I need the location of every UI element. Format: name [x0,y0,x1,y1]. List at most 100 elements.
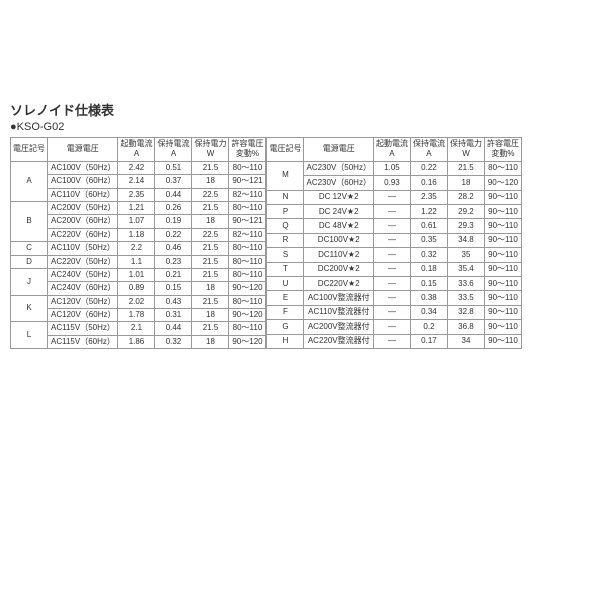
th-voltage: 電源電圧 [304,138,373,162]
cell-code: S [267,248,304,262]
cell-start-current: — [373,305,410,319]
cell-start-current: 1.18 [118,228,155,241]
cell-hold-current: 0.61 [410,219,447,233]
cell-hold-current: 0.32 [155,335,192,348]
cell-tolerance: 90～110 [484,233,521,247]
table-row: FAC110V整流器付—0.3432.890～110 [267,305,521,319]
cell-tolerance: 90～110 [484,219,521,233]
cell-tolerance: 80～110 [229,201,266,214]
table-row: AC230V（60Hz）0.930.161890～120 [267,176,521,190]
cell-hold-current: 0.2 [410,320,447,334]
cell-voltage: AC220V（60Hz） [48,228,118,241]
cell-start-current: — [373,190,410,204]
cell-voltage: AC200V（60Hz） [48,215,118,228]
cell-code: M [267,161,304,190]
cell-code: R [267,233,304,247]
cell-tolerance: 80～110 [229,242,266,255]
cell-voltage: AC100V（60Hz） [48,175,118,188]
cell-code: T [267,262,304,276]
cell-tolerance: 80～110 [484,161,521,175]
cell-hold-current: 0.38 [410,291,447,305]
th-hold-current: 保持電流A [410,138,447,162]
table-row: PDC 24V★2—1.2229.290～110 [267,205,521,219]
cell-hold-power: 18 [192,175,229,188]
cell-voltage: AC100V整流器付 [304,291,373,305]
cell-tolerance: 80～110 [229,255,266,268]
table-row: AC115V（60Hz）1.860.321890～120 [11,335,266,348]
cell-tolerance: 90～110 [484,305,521,319]
cell-tolerance: 90～120 [484,176,521,190]
table-row: AC200V（60Hz）1.070.191890～121 [11,215,266,228]
cell-start-current: 0.93 [373,176,410,190]
cell-start-current: 1.05 [373,161,410,175]
cell-voltage: DC220V★2 [304,277,373,291]
cell-voltage: AC110V（60Hz） [48,188,118,201]
table-row: DAC220V（50Hz）1.10.2321.580～110 [11,255,266,268]
cell-code: B [11,201,48,241]
cell-hold-current: 0.22 [155,228,192,241]
cell-start-current: — [373,334,410,349]
cell-tolerance: 90～110 [484,320,521,334]
cell-start-current: — [373,320,410,334]
subtitle: ●KSO-G02 [10,121,590,133]
table-row: UDC220V★2—0.1533.690～110 [267,277,521,291]
cell-voltage: DC 48V★2 [304,219,373,233]
cell-tolerance: 90～121 [229,215,266,228]
cell-hold-current: 0.15 [410,277,447,291]
cell-voltage: DC 12V★2 [304,190,373,204]
cell-hold-current: 0.32 [410,248,447,262]
cell-code: D [11,255,48,268]
table-row: JAC240V（50Hz）1.010.2121.580～110 [11,268,266,281]
cell-tolerance: 90～110 [484,248,521,262]
cell-hold-current: 2.35 [410,190,447,204]
cell-tolerance: 82～110 [229,228,266,241]
cell-hold-power: 29.2 [447,205,484,219]
cell-start-current: 1.86 [118,335,155,348]
cell-hold-power: 29.3 [447,219,484,233]
cell-hold-power: 28.2 [447,190,484,204]
table-row: RDC100V★2—0.3534.890～110 [267,233,521,247]
th-hold-current: 保持電流A [155,138,192,162]
table-row: QDC 48V★2—0.6129.390～110 [267,219,521,233]
cell-start-current: 1.78 [118,309,155,322]
cell-tolerance: 80～110 [229,268,266,281]
cell-tolerance: 90～110 [484,190,521,204]
cell-start-current: — [373,277,410,291]
cell-start-current: 2.02 [118,295,155,308]
cell-voltage: DC100V★2 [304,233,373,247]
cell-tolerance: 90～120 [229,282,266,295]
cell-hold-power: 33.5 [447,291,484,305]
cell-tolerance: 90～110 [484,277,521,291]
cell-tolerance: 90～110 [484,291,521,305]
cell-code: P [267,205,304,219]
cell-hold-power: 21.5 [192,255,229,268]
cell-hold-current: 0.23 [155,255,192,268]
cell-hold-power: 22.5 [192,228,229,241]
th-voltage: 電源電圧 [48,138,118,162]
table-row: HAC220V整流器付—0.173490～110 [267,334,521,349]
cell-tolerance: 90～110 [484,334,521,349]
cell-voltage: DC200V★2 [304,262,373,276]
cell-hold-current: 0.18 [410,262,447,276]
cell-hold-power: 18 [447,176,484,190]
cell-hold-current: 0.26 [155,201,192,214]
table-row: TDC200V★2—0.1835.490～110 [267,262,521,276]
cell-hold-current: 0.21 [155,268,192,281]
cell-hold-power: 21.5 [192,322,229,335]
cell-hold-current: 0.19 [155,215,192,228]
cell-code: U [267,277,304,291]
cell-hold-current: 0.15 [155,282,192,295]
cell-voltage: DC110V★2 [304,248,373,262]
th-start-current: 起動電流A [373,138,410,162]
cell-code: Q [267,219,304,233]
cell-tolerance: 90～110 [484,205,521,219]
cell-hold-current: 0.35 [410,233,447,247]
cell-tolerance: 90～120 [229,309,266,322]
cell-hold-power: 18 [192,335,229,348]
tables-container: 電圧記号 電源電圧 起動電流A 保持電流A 保持電力W 許容電圧変動% AAC1… [10,137,590,349]
title: ソレノイド仕様表 [10,100,590,119]
cell-hold-power: 34.8 [447,233,484,247]
cell-start-current: 1.21 [118,201,155,214]
cell-code: E [267,291,304,305]
th-tolerance: 許容電圧変動% [484,138,521,162]
